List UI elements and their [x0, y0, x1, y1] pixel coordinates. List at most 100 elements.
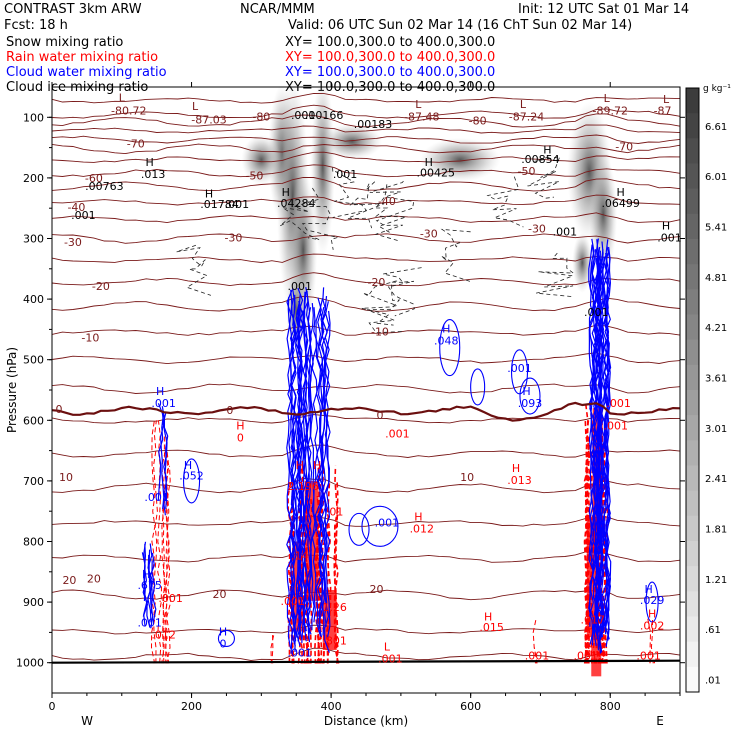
colorbar-segment	[686, 591, 699, 617]
colorbar-segment	[686, 616, 699, 643]
cloud-water-contour	[143, 541, 148, 627]
colorbar-segment	[686, 138, 699, 164]
contour-label: 1.26	[322, 601, 347, 614]
ground-surface-line	[51, 659, 681, 664]
cloud-ice-contour	[279, 187, 320, 240]
contour-label: H	[296, 459, 304, 472]
contour-label: H	[543, 144, 551, 157]
colorbar-label: 3.61	[705, 373, 727, 384]
contour-label: .001	[144, 491, 169, 504]
snow-plume	[572, 232, 593, 293]
y-tick-label: 400	[23, 293, 44, 306]
rain-contour	[532, 617, 538, 664]
colorbar-label: .01	[705, 675, 721, 686]
cloud-water-loop	[439, 319, 461, 377]
cloud-water-contour	[592, 258, 600, 647]
contour-label: -20	[367, 276, 385, 289]
colorbar: 6.61 6.01 5.41 4.81 4.21 3.61 3.01 2.41 1.81 1.21…	[685, 84, 731, 693]
contour-label: -50	[245, 170, 263, 183]
contour-label: .001	[158, 592, 183, 605]
contour-label: .001	[71, 209, 96, 222]
cloud-ice-contour	[346, 181, 385, 229]
colorbar-segment	[686, 113, 699, 139]
contour-label: -87.03	[191, 113, 226, 126]
contour-label: -50	[518, 165, 536, 178]
y-axis-label: Pressure (hPa)	[5, 347, 19, 433]
cloud-water-contour	[323, 301, 331, 653]
rain-core	[292, 541, 303, 632]
x-tick-label: 0	[49, 700, 56, 713]
isotherm-line	[51, 176, 681, 192]
contour-label: H	[522, 385, 530, 398]
cloud-water-contour	[162, 411, 169, 509]
cloud-water-loop	[645, 581, 659, 623]
contour-label: .001	[606, 397, 631, 410]
cloud-water-contour	[287, 297, 294, 649]
colorbar-frame	[685, 87, 700, 693]
isotherm-line	[51, 143, 681, 155]
isotherm-line	[51, 124, 681, 134]
colorbar-label: 4.81	[705, 273, 727, 284]
contour-label: -80.72	[111, 104, 146, 117]
cloud-water-contour	[594, 247, 602, 648]
contour-label: -89.72	[592, 104, 627, 117]
x-axis-label: Distance (km)	[324, 714, 408, 728]
contour-label: 20	[87, 573, 101, 586]
contour-label: H	[512, 462, 520, 475]
contour-label: .001	[584, 306, 609, 319]
contour-label: -10	[371, 325, 389, 338]
cloud-ice-contour	[527, 156, 561, 199]
isotherm-line	[51, 212, 681, 224]
contour-label: -80	[469, 115, 487, 128]
contour-label: -87.48	[404, 110, 439, 123]
contour-label: H	[156, 385, 164, 398]
contour-label: 0	[55, 403, 62, 416]
cloud-ice-contour	[361, 280, 399, 326]
cloud-water-contour	[286, 289, 293, 654]
colorbar-label: 5.41	[705, 222, 727, 233]
contour-label: L	[604, 92, 611, 105]
cloud-water-loop	[348, 512, 370, 546]
cloud-water-contour	[159, 412, 165, 510]
colorbar-segment	[686, 390, 699, 416]
legend-snow-xy: XY= 100.0,300.0 to 400.0,300.0	[285, 35, 496, 50]
colorbar-segment	[686, 541, 699, 567]
rain-contour	[647, 617, 652, 664]
y-tick-label: 500	[23, 354, 44, 367]
contour-label: .001	[553, 225, 578, 238]
contour-label: .00763	[85, 180, 124, 193]
contour-label: .001	[287, 647, 312, 660]
contour-label: -60	[85, 172, 103, 185]
colorbar-unit: g kg⁻¹	[703, 84, 731, 94]
contour-label: .001	[507, 362, 532, 375]
contour-label: L	[415, 98, 422, 111]
colorbar-label: 1.81	[705, 524, 727, 535]
rain-contour	[334, 480, 339, 664]
contour-label: .001	[291, 109, 316, 122]
cloud-ice-contours	[176, 156, 575, 334]
contour-label: H	[146, 156, 154, 169]
contour-label: -70	[615, 141, 633, 154]
contour-label: .001	[375, 516, 400, 529]
colorbar-segment	[686, 465, 699, 492]
center-title: NCAR/MMM	[240, 2, 315, 17]
cloud-ice-contour	[486, 176, 524, 228]
contour-label: .002	[640, 619, 665, 632]
y-tick-label: 600	[23, 414, 44, 427]
contour-label: -20	[92, 280, 110, 293]
colorbar-segment	[686, 641, 699, 668]
contour-label: 20	[369, 583, 383, 596]
cloud-ice-contour	[369, 180, 407, 233]
contour-label: -80	[252, 110, 270, 123]
isotherm-line	[51, 151, 681, 163]
isotherm-line	[51, 624, 681, 635]
isotherm-line	[51, 515, 681, 527]
snow-plume	[241, 134, 282, 185]
y-tick-label: 700	[23, 475, 44, 488]
contour-label: .00425	[417, 167, 456, 180]
isotherm-line	[51, 194, 681, 206]
colorbar-label: 2.41	[705, 474, 727, 485]
contour-label: .675	[137, 579, 162, 592]
contour-label: .04284	[277, 197, 316, 210]
isotherm-line	[51, 589, 681, 601]
